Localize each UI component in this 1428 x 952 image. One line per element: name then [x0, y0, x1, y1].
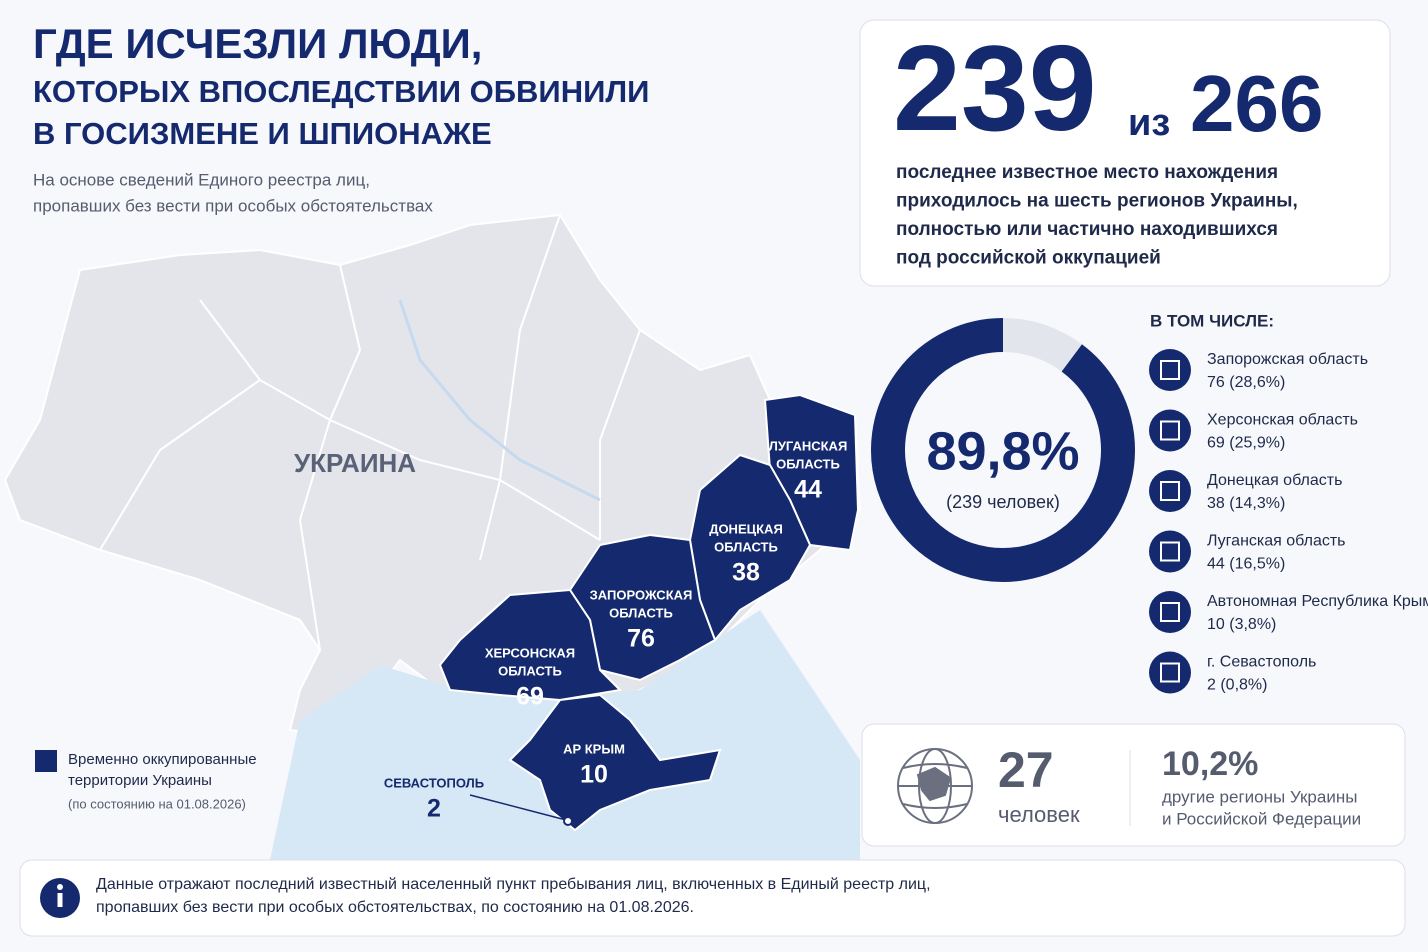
map-region-name: ОБЛАСТЬ	[714, 539, 778, 554]
title: КОТОРЫХ ВПОСЛЕДСТВИИ ОБВИНИЛИ	[33, 74, 649, 109]
region-icon	[1149, 409, 1191, 452]
city-dot	[563, 816, 573, 826]
region-stat: 44 (16,5%)	[1207, 556, 1285, 573]
donut-center-value: 89,8%	[926, 421, 1079, 481]
map-region-name: ЛУГАНСКАЯ	[769, 438, 848, 453]
globe-icon	[897, 748, 973, 824]
region-stat: 38 (14,3%)	[1207, 495, 1285, 512]
headline-text-line: полностью или частично находившихся	[896, 219, 1278, 240]
subtitle: На основе сведений Единого реестра лиц,	[33, 170, 370, 189]
headline-of: из	[1128, 102, 1170, 144]
headline-text-line: последнее известное место нахождения	[896, 162, 1278, 183]
region-icon	[1149, 349, 1191, 391]
map: УКРАИНА	[3, 213, 862, 860]
title: ГДЕ ИСЧЕЗЛИ ЛЮДИ,	[33, 20, 482, 67]
map-region-name: АР КРЫМ	[563, 741, 625, 756]
river	[398, 299, 601, 502]
donut-chart	[871, 318, 1135, 582]
region-icon	[1149, 591, 1191, 633]
map-region-value: 38	[732, 559, 760, 587]
donut-center-label: (239 человек)	[946, 492, 1060, 512]
legend-note: (по состоянию на 01.08.2026)	[68, 796, 246, 811]
headline-text: последнее известное место нахождения прих…	[896, 162, 1298, 269]
region-crimea	[508, 693, 722, 832]
region-stat: 76 (28,6%)	[1207, 374, 1285, 391]
subtitle: пропавших без вести при особых обстоятел…	[33, 196, 433, 215]
headline-text-line: под российской оккупацией	[896, 248, 1161, 269]
info-icon-glyph	[57, 884, 63, 890]
region-name: Автономная Республика Крым	[1207, 593, 1428, 610]
region-name: Запорожская область	[1207, 351, 1368, 368]
map-region-value: 2	[427, 795, 441, 823]
map-region-name: ОБЛАСТЬ	[609, 605, 673, 620]
title: В ГОСИЗМЕНЕ И ШПИОНАЖЕ	[33, 116, 492, 151]
footer-text: пропавших без вести при особых обстоятел…	[96, 899, 694, 916]
region-name: Херсонская область	[1207, 412, 1358, 429]
donut-segment	[1002, 318, 1082, 372]
leader-line	[469, 794, 567, 821]
region-stat: 69 (25,9%)	[1207, 435, 1285, 452]
others-box	[861, 723, 1406, 847]
map-region-value: 44	[794, 476, 822, 504]
headline-total: 266	[1190, 59, 1323, 148]
region-icon-glyph	[1160, 662, 1180, 683]
map-labels: ЛУГАНСКАЯ ОБЛАСТЬ 44 ДОНЕЦКАЯ ОБЛАСТЬ 38 ЗАПОР…	[384, 438, 847, 822]
others-text: и Российской Федерации	[1162, 809, 1361, 828]
region-icon-glyph	[1160, 360, 1180, 380]
legend-text: Временно оккупированные	[68, 751, 257, 768]
region-stat: 2 (0,8%)	[1207, 677, 1267, 694]
occupied-regions	[438, 393, 860, 832]
map-region-name: СЕВАСТОПОЛЬ	[384, 775, 484, 790]
region-icon-glyph	[1160, 541, 1180, 562]
region-borders	[99, 214, 641, 651]
headline-box	[859, 19, 1391, 287]
map-region-value: 10	[580, 761, 608, 789]
info-icon-glyph	[57, 893, 63, 907]
map-region-name: ХЕРСОНСКАЯ	[485, 645, 575, 660]
map-region-name: ОБЛАСТЬ	[776, 456, 840, 471]
region-icon-glyph	[1160, 602, 1180, 622]
region-icon-glyph	[1160, 420, 1180, 441]
breakdown-list: Запорожская область 76 (28,6%) Херсонская …	[1149, 349, 1428, 694]
others-count: 27	[998, 742, 1054, 798]
headline-count: 239	[893, 20, 1097, 156]
others-text: другие регионы Украины	[1162, 787, 1357, 806]
region-icon-glyph	[1160, 481, 1180, 501]
map-region-value: 76	[627, 625, 655, 653]
region-name: г. Севастополь	[1207, 654, 1316, 671]
region-stat: 10 (3,8%)	[1207, 616, 1276, 633]
donut-segment	[871, 318, 1135, 582]
map-region-name: ОБЛАСТЬ	[498, 663, 562, 678]
legend-text: территории Украины	[68, 772, 212, 789]
region-icon	[1149, 651, 1191, 694]
region-name: Луганская область	[1207, 533, 1346, 550]
region-icon	[1149, 530, 1191, 573]
others-share: 10,2%	[1162, 745, 1258, 783]
region-icon	[1149, 470, 1191, 512]
region-kherson	[438, 588, 623, 702]
legend-swatch	[35, 750, 57, 772]
map-region-name: ДОНЕЦКАЯ	[709, 521, 783, 536]
footer-box	[19, 859, 1406, 937]
headline-text-line: приходилось на шесть регионов Украины,	[896, 191, 1298, 212]
others-unit: человек	[998, 802, 1080, 827]
country-label: УКРАИНА	[294, 448, 416, 478]
footer-text: Данные отражают последний известный насе…	[96, 876, 931, 893]
breakdown-title: В ТОМ ЧИСЛЕ:	[1150, 311, 1274, 330]
map-region-name: ЗАПОРОЖСКАЯ	[590, 587, 693, 602]
map-region-value: 69	[516, 683, 544, 711]
region-name: Донецкая область	[1207, 472, 1342, 489]
